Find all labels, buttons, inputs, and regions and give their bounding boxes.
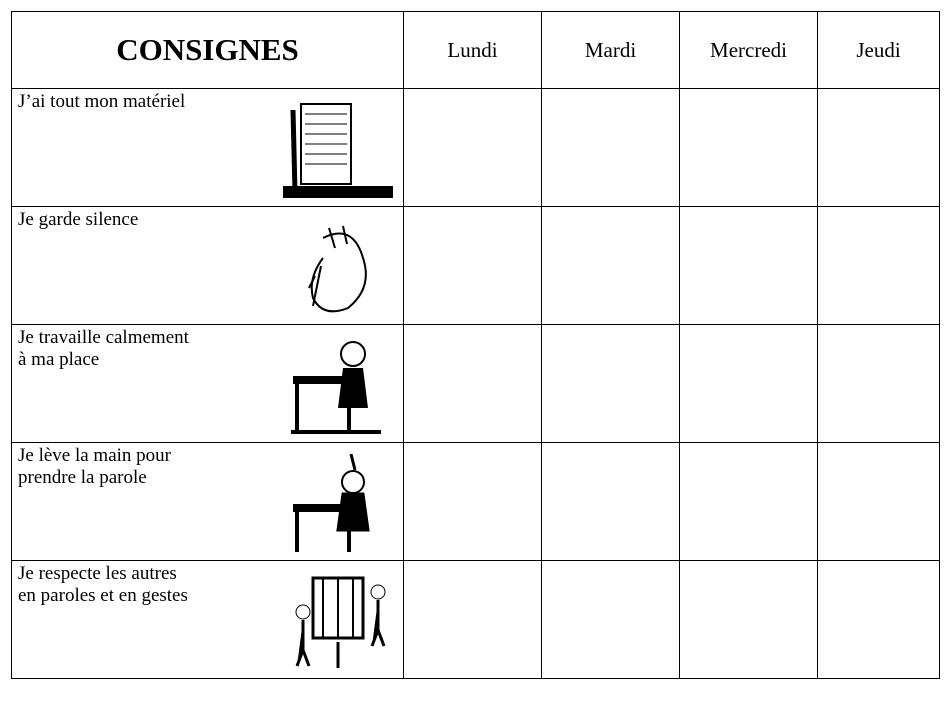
check-cell (817, 206, 940, 325)
check-cell (817, 560, 940, 679)
rule-row: Je garde silence (11, 206, 940, 325)
rule-row: J’ai tout mon matériel (11, 88, 940, 207)
rule-icon (291, 341, 381, 434)
rule-cell: Je respecte les autres en paroles et en g… (11, 560, 404, 679)
rule-row: Je travaille calmement à ma place (11, 324, 940, 443)
rule-text: Je travaille calmement (18, 327, 189, 348)
rule-cell: J’ai tout mon matériel (11, 88, 404, 207)
check-cell (817, 88, 940, 207)
check-cell (679, 206, 818, 325)
check-cell (679, 88, 818, 207)
check-cell (541, 324, 680, 443)
check-cell (403, 206, 542, 325)
rule-text: J’ai tout mon matériel (18, 91, 186, 112)
check-cell (679, 560, 818, 679)
day-header: Mercredi (679, 11, 818, 89)
day-header: Jeudi (817, 11, 940, 89)
check-cell (541, 206, 680, 325)
rule-text: prendre la parole (18, 467, 147, 488)
header-row: CONSIGNES Lundi Mardi Mercredi Jeudi (11, 11, 940, 89)
behavior-chart: CONSIGNES Lundi Mardi Mercredi Jeudi J’a… (11, 11, 940, 679)
check-cell (403, 560, 542, 679)
rule-text: Je respecte les autres (18, 563, 177, 584)
rule-icon (308, 225, 367, 313)
check-cell (817, 442, 940, 561)
day-header: Lundi (403, 11, 542, 89)
rule-row: Je lève la main pour prendre la parole (11, 442, 940, 561)
rule-cell: Je lève la main pour prendre la parole (11, 442, 404, 561)
rule-text: Je garde silence (18, 209, 139, 230)
rule-row: Je respecte les autres en paroles et en g… (11, 560, 940, 679)
check-cell (403, 442, 542, 561)
rule-text: à ma place (18, 349, 100, 370)
day-header: Mardi (541, 11, 680, 89)
check-cell (403, 324, 542, 443)
rule-icon (283, 103, 393, 198)
table-body: J’ai tout mon matériel Je garde silence Je… (11, 88, 940, 679)
rule-cell: Je garde silence (11, 206, 404, 325)
rule-icon (293, 454, 370, 552)
rule-text: Je lève la main pour (18, 445, 172, 466)
check-cell (679, 442, 818, 561)
header-title: CONSIGNES (11, 11, 404, 89)
rule-cell: Je travaille calmement à ma place (11, 324, 404, 443)
check-cell (541, 560, 680, 679)
check-cell (541, 442, 680, 561)
check-cell (541, 88, 680, 207)
rule-text: en paroles et en gestes (18, 585, 188, 606)
check-cell (679, 324, 818, 443)
check-cell (403, 88, 542, 207)
check-cell (817, 324, 940, 443)
rule-icon (295, 576, 386, 668)
